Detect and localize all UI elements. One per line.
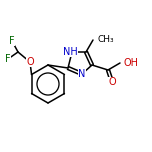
Text: OH: OH	[123, 58, 138, 68]
Text: F: F	[9, 36, 15, 46]
Text: F: F	[5, 54, 11, 64]
Text: NH: NH	[63, 47, 77, 57]
Text: N: N	[78, 69, 86, 79]
Text: O: O	[108, 77, 116, 87]
Text: O: O	[26, 57, 34, 67]
Text: CH₃: CH₃	[97, 36, 114, 45]
